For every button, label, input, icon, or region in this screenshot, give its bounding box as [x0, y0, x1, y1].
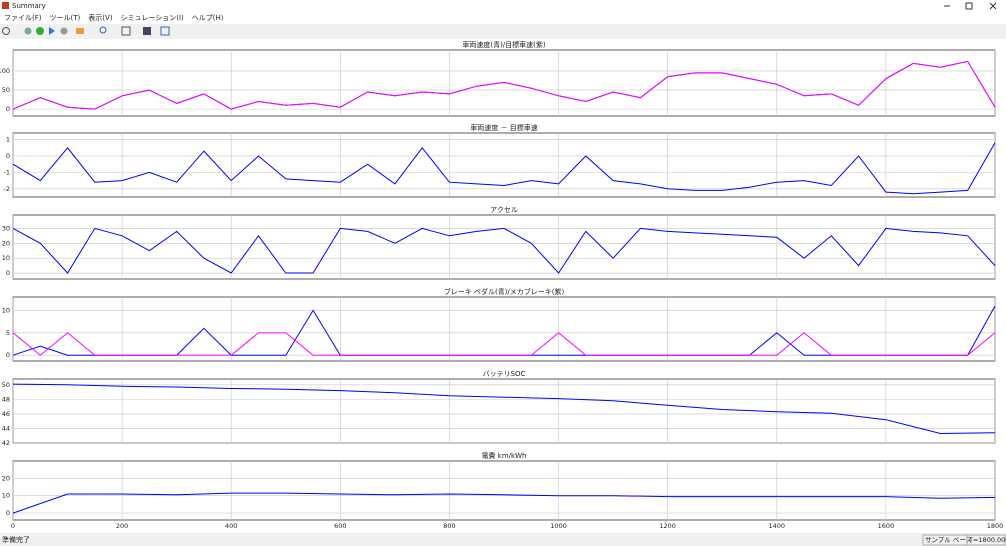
- maximize-button[interactable]: [965, 2, 973, 10]
- y-tick-label: 0: [6, 152, 10, 160]
- plot-title: バッテリSOC: [483, 370, 526, 378]
- plot-title: 車両速度 － 目標車速: [470, 123, 537, 132]
- y-tick-label: 0: [6, 351, 10, 359]
- status-time: T=1800.000: [968, 536, 1006, 544]
- y-tick-label: 10: [2, 492, 10, 500]
- menu-item[interactable]: ツール(T): [50, 14, 81, 22]
- series-line: [12, 227, 996, 274]
- series-line: [12, 492, 996, 514]
- y-tick-label: 44: [2, 424, 10, 432]
- y-tick-label: 0: [6, 509, 10, 517]
- x-tick-label: 1000: [550, 522, 567, 530]
- plot-title: アクセル: [490, 206, 518, 214]
- menu-item[interactable]: 表示(V): [88, 13, 113, 22]
- y-tick-label: 0: [6, 269, 10, 277]
- plot-area: [12, 49, 996, 117]
- x-tick-label: 0: [11, 522, 15, 530]
- window-title: Summary: [12, 2, 46, 10]
- zoom-button[interactable]: [99, 26, 107, 34]
- y-tick-label: 5: [6, 329, 10, 337]
- series-line: [12, 60, 996, 110]
- x-tick-label: 800: [443, 522, 455, 530]
- series-line: [12, 383, 996, 435]
- y-tick-label: 0: [6, 105, 10, 113]
- highlight-button[interactable]: [76, 28, 84, 34]
- x-tick-label: 1400: [769, 522, 786, 530]
- series-line: [12, 332, 996, 356]
- y-tick-label: 10: [2, 306, 10, 314]
- status-bar: [0, 533, 1006, 546]
- x-tick-label: 600: [334, 522, 346, 530]
- close-button[interactable]: [989, 2, 997, 10]
- menu-item[interactable]: ヘルプ(H): [192, 14, 224, 22]
- y-tick-label: 42: [2, 439, 10, 447]
- plot-title: 車両速度(青)/目標車速(紫): [462, 40, 546, 49]
- series-line: [12, 142, 996, 195]
- autoscale-button[interactable]: [121, 26, 131, 36]
- menu-item[interactable]: シミュレーション(I): [121, 14, 185, 22]
- settings-button[interactable]: [2, 27, 10, 35]
- y-tick-label: 50: [2, 86, 10, 94]
- plot-area: [12, 378, 996, 444]
- menu-item[interactable]: ファイル(F): [4, 14, 42, 22]
- menu-bar: [0, 12, 1006, 24]
- step-button[interactable]: [49, 27, 55, 35]
- x-tick-label: 1200: [659, 522, 676, 530]
- y-tick-label: 10: [2, 254, 10, 262]
- y-tick-label: 1: [6, 136, 10, 144]
- plot-area: [12, 132, 996, 198]
- toolbar: [0, 24, 1006, 39]
- plot-title: ブレーキ ペダル(青)/メカブレーキ(紫): [444, 287, 565, 296]
- x-tick-label: 200: [116, 522, 128, 530]
- plot-area: [12, 296, 996, 362]
- toolbar-icons: [2, 26, 170, 36]
- y-tick-label: 48: [2, 395, 10, 403]
- y-tick-label: 50: [2, 381, 10, 389]
- run-button[interactable]: [36, 27, 44, 35]
- x-tick-label: 1600: [878, 522, 895, 530]
- y-tick-label: 100: [0, 67, 10, 75]
- x-tick-label: 400: [225, 522, 237, 530]
- y-tick-label: 20: [2, 474, 10, 482]
- y-tick-label: 30: [2, 224, 10, 232]
- status-mode: サンプル ベース: [925, 536, 972, 544]
- x-tick-label: 1800: [987, 522, 1004, 530]
- y-tick-label: -1: [4, 168, 10, 176]
- trigger-button[interactable]: [143, 27, 151, 35]
- edit-button[interactable]: [160, 26, 170, 36]
- status-text: 準備完了: [2, 535, 30, 544]
- plot-area: [12, 460, 996, 521]
- plot-title: 電費 km/kWh: [482, 451, 527, 460]
- plot-area: [12, 214, 996, 280]
- app-icon: [2, 2, 9, 9]
- status-field: [966, 534, 1006, 546]
- step-back-button[interactable]: [24, 27, 32, 35]
- y-tick-label: -2: [4, 185, 10, 193]
- stop-button[interactable]: [60, 27, 68, 35]
- y-tick-label: 46: [2, 410, 10, 418]
- title-bar: [0, 0, 1006, 12]
- y-tick-label: 20: [2, 239, 10, 247]
